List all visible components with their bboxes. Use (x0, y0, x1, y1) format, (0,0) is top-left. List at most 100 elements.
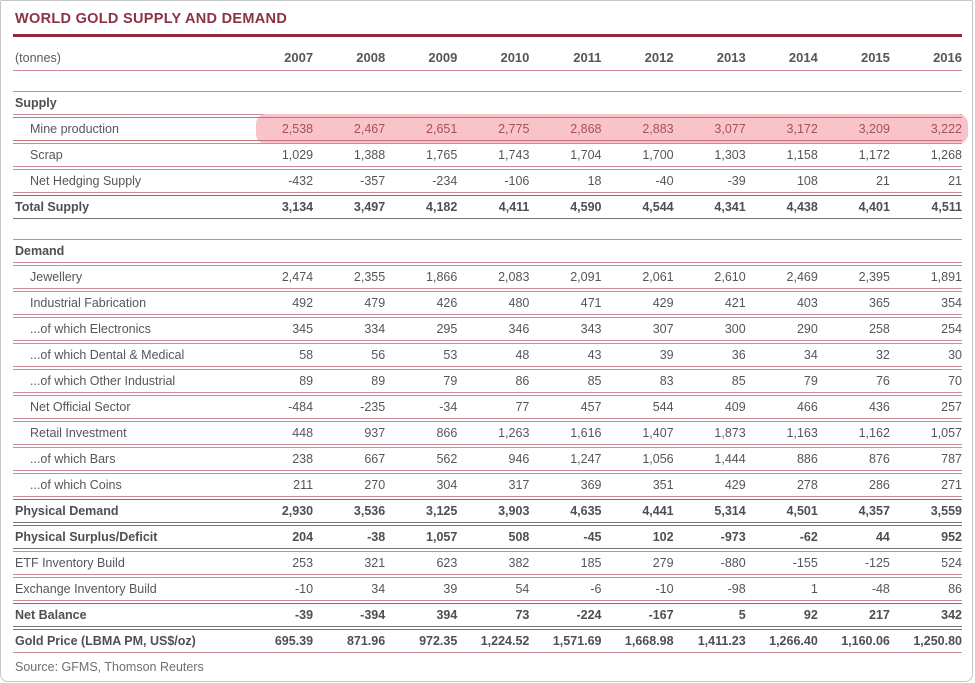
value-cell: 4,341 (714, 200, 746, 214)
value-cell: 1,571.69 (552, 634, 602, 648)
value-cell: 479 (364, 296, 386, 310)
value-cell: 2,538 (281, 122, 314, 136)
value-cell: 278 (796, 478, 818, 492)
value-cell: 1,266.40 (769, 634, 818, 648)
value-cell: 2,083 (498, 270, 530, 284)
source-note: Source: GFMS, Thomson Reuters (15, 660, 204, 674)
value-cell: -6 (590, 582, 602, 596)
value-cell: -234 (432, 174, 458, 188)
value-cell: 70 (948, 374, 962, 388)
value-cell: 270 (364, 478, 386, 492)
value-cell: 1,224.52 (480, 634, 530, 648)
value-cell: 1,056 (642, 452, 674, 466)
value-cell: 321 (364, 556, 386, 570)
value-cell: 429 (652, 296, 674, 310)
value-cell: 334 (364, 322, 386, 336)
value-cell: 4,501 (786, 504, 818, 518)
section-header-label: Supply (15, 96, 57, 110)
value-cell: 1,163 (786, 426, 818, 440)
value-cell: -38 (367, 530, 386, 544)
value-cell: 952 (941, 530, 962, 544)
table-row: Net Balance -39 -394 394 73 -224 -167 5 92 217 342 (13, 603, 962, 627)
table-row: Exchange Inventory Build -10 34 39 54 -6 -10 -9… (13, 577, 962, 601)
value-cell: 544 (652, 400, 674, 414)
value-cell: 79 (443, 374, 458, 388)
value-cell: 365 (869, 296, 890, 310)
value-cell: 457 (580, 400, 602, 414)
row-label: ...of which Bars (30, 452, 116, 466)
value-cell: 2,868 (570, 122, 602, 136)
value-cell: 4,182 (426, 200, 458, 214)
table-row: Physical Demand 2,930 3,536 3,125 3,903 4,635… (13, 499, 962, 523)
value-cell: 1,250.80 (913, 634, 962, 648)
value-cell: -484 (288, 400, 314, 414)
value-cell: -432 (288, 174, 314, 188)
row-label: Total Supply (15, 200, 90, 214)
value-cell: 972.35 (419, 634, 458, 648)
value-cell: 3,134 (281, 200, 314, 214)
value-cell: 1,162 (858, 426, 890, 440)
value-cell: -880 (720, 556, 746, 570)
year-header: 2007 (284, 50, 314, 65)
value-cell: 36 (731, 348, 746, 362)
year-header: 2013 (716, 50, 746, 65)
value-cell: 86 (515, 374, 530, 388)
value-cell: 2,775 (498, 122, 530, 136)
value-cell: 34 (803, 348, 818, 362)
value-cell: 83 (659, 374, 674, 388)
value-cell: 108 (796, 174, 818, 188)
value-cell: 1,407 (642, 426, 674, 440)
row-label: Net Official Sector (30, 400, 131, 414)
value-cell: 4,441 (642, 504, 674, 518)
value-cell: 204 (292, 530, 314, 544)
value-cell: -45 (583, 530, 602, 544)
value-cell: 3,903 (498, 504, 530, 518)
value-cell: 946 (508, 452, 530, 466)
value-cell: 1,172 (858, 148, 890, 162)
year-header: 2010 (500, 50, 530, 65)
table-row: Total Supply 3,134 3,497 4,182 4,411 4,590 4,5… (13, 195, 962, 219)
value-cell: 2,061 (642, 270, 674, 284)
value-cell: 1 (810, 582, 818, 596)
value-cell: 471 (580, 296, 602, 310)
value-cell: 185 (580, 556, 602, 570)
value-cell: 1,057 (930, 426, 962, 440)
value-cell: 787 (941, 452, 962, 466)
page-title: WORLD GOLD SUPPLY AND DEMAND (15, 11, 288, 27)
value-cell: 1,891 (930, 270, 962, 284)
value-cell: 2,883 (642, 122, 674, 136)
value-cell: 1,388 (353, 148, 386, 162)
value-cell: 56 (371, 348, 386, 362)
value-cell: -39 (295, 608, 314, 622)
value-cell: 34 (371, 582, 386, 596)
value-cell: 2,467 (353, 122, 386, 136)
table-row: ...of which Electronics 345 334 295 346 343 30… (13, 317, 962, 341)
table-row: Mine production 2,538 2,467 2,651 2,775 2,868… (13, 114, 968, 144)
value-cell: 1,616 (570, 426, 602, 440)
value-cell: 876 (869, 452, 890, 466)
value-cell: 409 (724, 400, 746, 414)
row-label: Net Hedging Supply (30, 174, 142, 188)
value-cell: -10 (295, 582, 314, 596)
year-header: 2009 (428, 50, 458, 65)
value-cell: 2,610 (714, 270, 746, 284)
value-cell: -34 (439, 400, 458, 414)
row-label: Exchange Inventory Build (15, 582, 157, 596)
row-label: Retail Investment (30, 426, 127, 440)
value-cell: 524 (941, 556, 962, 570)
value-cell: 257 (941, 400, 962, 414)
value-cell: 253 (292, 556, 314, 570)
value-cell: -357 (360, 174, 386, 188)
table-row: Scrap 1,029 1,388 1,765 1,743 1,704 1,700 1,303… (13, 143, 962, 167)
table-header-row: (tonnes) 2007 2008 2009 2010 2011 2012 2… (13, 46, 962, 71)
value-cell: -40 (655, 174, 674, 188)
value-cell: 211 (293, 478, 314, 492)
value-cell: 18 (587, 174, 602, 188)
row-label: Physical Demand (15, 504, 119, 518)
value-cell: 1,158 (786, 148, 818, 162)
value-cell: 342 (941, 608, 962, 622)
value-cell: 39 (443, 582, 458, 596)
value-cell: 871.96 (346, 634, 386, 648)
value-cell: -973 (720, 530, 746, 544)
year-header: 2008 (356, 50, 386, 65)
